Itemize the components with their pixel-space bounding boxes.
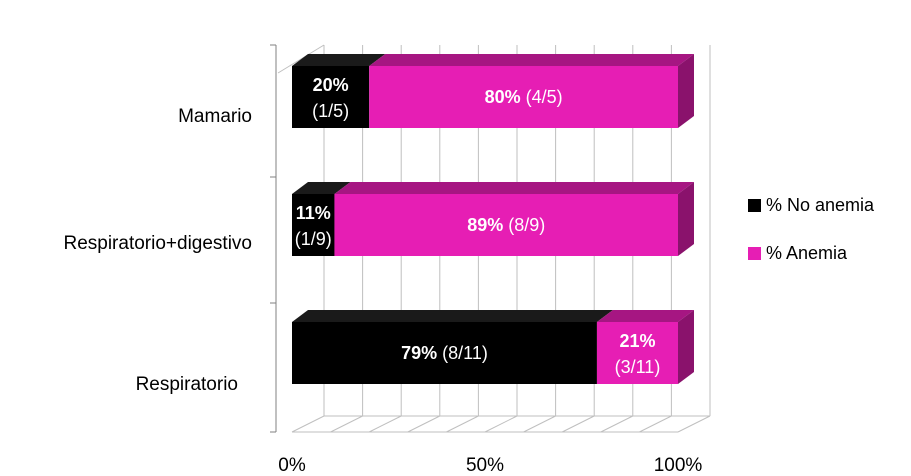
legend-swatch-no-anemia <box>748 199 761 212</box>
category-label: Respiratorio+digestivo <box>63 233 252 254</box>
floor-gridline <box>561 415 595 433</box>
x-tick-label: 50% <box>466 455 504 476</box>
data-label-frac: (1/5) <box>312 101 349 121</box>
floor-gridline <box>600 415 634 433</box>
bar-anemia-respiratorio-digestivo <box>334 194 678 256</box>
bar-top-no-anemia <box>292 54 386 66</box>
bar-side-anemia <box>678 54 694 128</box>
floor-gridline <box>291 415 325 433</box>
floor-gridline <box>330 415 363 433</box>
bar-no-anemia-respiratorio <box>292 322 597 384</box>
bar-top-no-anemia <box>292 310 613 322</box>
x-tick-label: 0% <box>278 455 306 476</box>
x-tick-label: 100% <box>654 455 703 476</box>
data-label: 80% (4/5) <box>485 87 563 107</box>
data-label-pct: 20% <box>313 75 349 95</box>
bar-anemia-respiratorio <box>596 322 678 384</box>
data-label-pct: 11% <box>296 203 331 223</box>
bar-top-anemia <box>596 310 694 322</box>
bar-side-anemia <box>678 182 694 256</box>
floor-gridline <box>639 415 672 433</box>
side-wall-top <box>277 44 325 74</box>
chart-labels: 0% 50% 100% 79% (8/11) 21% (3/11) Respiratorio 1… <box>63 75 702 476</box>
floor-gridline <box>677 415 711 433</box>
bar-top-anemia <box>369 54 694 66</box>
floor-gridline <box>446 415 479 433</box>
floor-gridline <box>484 415 518 433</box>
category-label: Mamario <box>178 106 252 127</box>
bar-top-anemia <box>334 182 694 194</box>
legend-label-no-anemia: % No anemia <box>766 195 875 215</box>
floor-gridline <box>407 415 441 433</box>
legend-swatch-anemia <box>748 247 761 260</box>
data-label: 89% (8/9) <box>467 215 545 235</box>
bar-anemia-mamario <box>369 66 678 128</box>
floor-gridline <box>523 415 556 433</box>
legend-label-anemia: % Anemia <box>766 243 848 263</box>
data-label-pct: 21% <box>619 331 655 351</box>
bar-no-anemia-mamario <box>292 66 370 128</box>
category-label: Respiratorio <box>136 374 238 395</box>
bar-side-anemia <box>678 310 694 384</box>
bar-top-no-anemia <box>292 182 351 194</box>
chart-bars <box>292 54 694 384</box>
data-label: 79% (8/11) <box>401 343 488 363</box>
bar-no-anemia-respiratorio-digestivo <box>292 194 335 256</box>
floor-gridline <box>368 415 402 433</box>
chart-legend: % No anemia % Anemia <box>748 195 875 263</box>
data-label-frac: (1/9) <box>295 229 332 249</box>
data-label-frac: (3/11) <box>615 357 661 377</box>
